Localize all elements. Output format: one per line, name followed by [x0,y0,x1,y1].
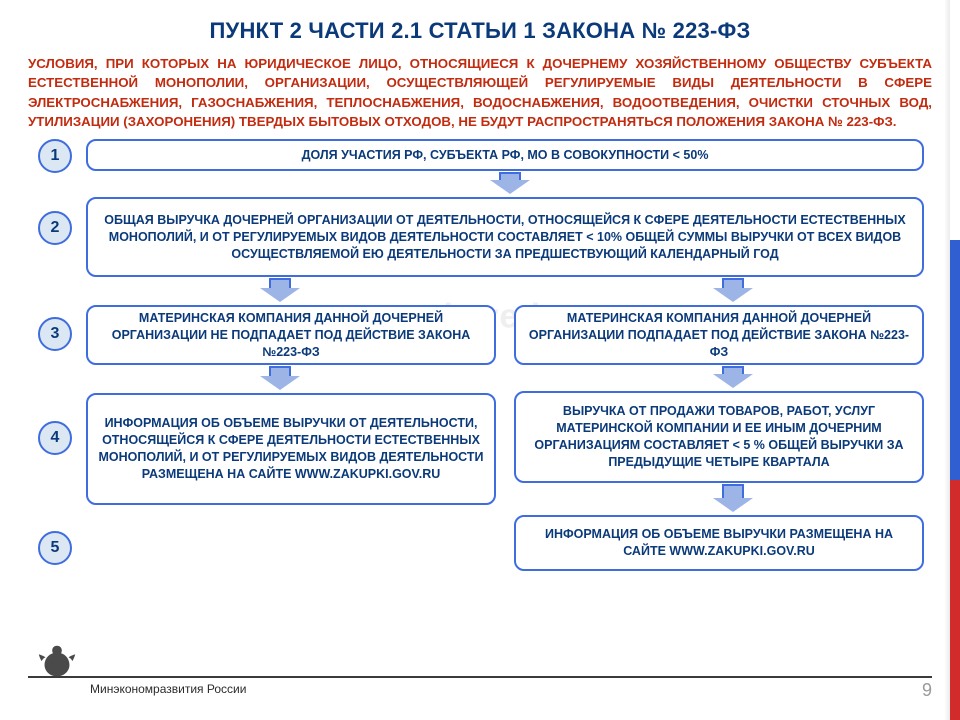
flowchart-canvas: 1 2 3 4 5 ДОЛЯ УЧАСТИЯ РФ, СУБЪЕКТА РФ, МО В … [28,139,932,609]
eagle-emblem-icon [34,640,80,686]
down-arrow-1 [490,172,530,194]
flow-box-box2: ОБЩАЯ ВЫРУЧКА ДОЧЕРНЕЙ ОРГАНИЗАЦИИ ОТ ДЕ… [86,197,924,277]
footer-line [28,676,932,678]
down-arrow-4 [260,366,300,390]
flow-box-box1: ДОЛЯ УЧАСТИЯ РФ, СУБЪЕКТА РФ, МО В СОВОК… [86,139,924,171]
down-arrow-2 [260,278,300,302]
down-arrow-5 [713,366,753,388]
step-number-4: 4 [38,421,72,455]
slide-root: myshared.ru ПУНКТ 2 ЧАСТИ 2.1 СТАТЬИ 1 З… [0,0,960,720]
step-number-3: 3 [38,317,72,351]
flag-blue [950,240,960,480]
down-arrow-6 [713,484,753,512]
step-number-1: 1 [38,139,72,173]
russia-flag-stripe [950,0,960,720]
step-number-5: 5 [38,531,72,565]
flag-white [950,0,960,240]
footer: Минэкономразвития России 9 [0,660,960,720]
flow-box-box4r: ВЫРУЧКА ОТ ПРОДАЖИ ТОВАРОВ, РАБОТ, УСЛУГ… [514,391,924,483]
down-arrow-3 [713,278,753,302]
step-number-2: 2 [38,211,72,245]
flow-box-box5r: ИНФОРМАЦИЯ ОБ ОБЪЕМЕ ВЫРУЧКИ РАЗМЕЩЕНА Н… [514,515,924,571]
page-subtitle: УСЛОВИЯ, ПРИ КОТОРЫХ НА ЮРИДИЧЕСКОЕ ЛИЦО… [28,54,932,131]
page-title: ПУНКТ 2 ЧАСТИ 2.1 СТАТЬИ 1 ЗАКОНА № 223-… [28,18,932,44]
flow-box-box4l: ИНФОРМАЦИЯ ОБ ОБЪЕМЕ ВЫРУЧКИ ОТ ДЕЯТЕЛЬН… [86,393,496,505]
page-number: 9 [922,680,932,701]
flow-box-box3l: МАТЕРИНСКАЯ КОМПАНИЯ ДАННОЙ ДОЧЕРНЕЙ ОРГ… [86,305,496,365]
flow-box-box3r: МАТЕРИНСКАЯ КОМПАНИЯ ДАННОЙ ДОЧЕРНЕЙ ОРГ… [514,305,924,365]
agency-name: Минэкономразвития России [90,682,246,696]
